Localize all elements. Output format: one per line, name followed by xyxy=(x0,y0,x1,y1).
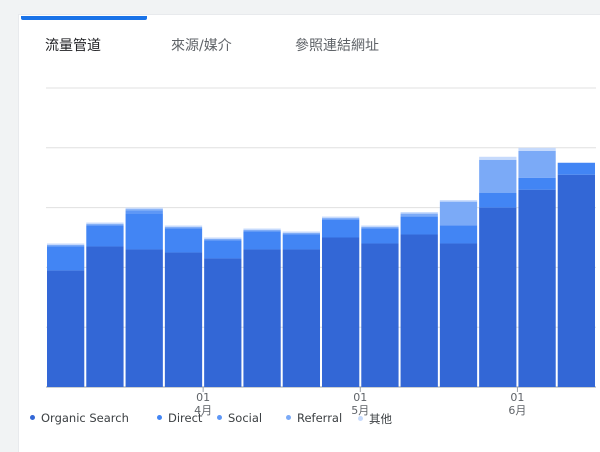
bar-segment-其他 xyxy=(518,147,556,151)
bar-segment-organic-search xyxy=(322,237,360,387)
bar-segment-direct xyxy=(243,231,281,250)
tab-referrals[interactable]: 參照連結網址 xyxy=(295,38,379,54)
legend-dot-icon xyxy=(358,416,363,421)
legend-dot-icon xyxy=(157,415,162,420)
bar-segment-其他 xyxy=(400,212,438,214)
bar-segment-其他 xyxy=(47,243,85,245)
bar-segment-referral xyxy=(204,238,242,241)
bar-segment-referral xyxy=(86,224,124,226)
bar-segment-organic-search xyxy=(86,246,124,387)
legend-dot-icon xyxy=(286,415,291,420)
legend-label: Referral xyxy=(297,411,343,425)
bar-segment-referral xyxy=(400,213,438,217)
bar-segment-organic-search xyxy=(282,249,320,387)
bar-segment-referral xyxy=(479,159,517,193)
legend-label: Social xyxy=(228,411,263,425)
bar-segment-direct xyxy=(322,219,360,238)
tab-source-medium[interactable]: 來源/媒介 xyxy=(171,38,232,54)
bar-segment-其他 xyxy=(322,216,360,219)
legend-item[interactable]: 其他 xyxy=(358,411,392,427)
legend-label: Direct xyxy=(168,411,203,425)
bar-segment-referral xyxy=(322,218,360,220)
bar-segment-direct xyxy=(282,234,320,250)
x-tick-day: 01 xyxy=(353,391,367,404)
bar-segment-direct xyxy=(47,246,85,271)
bar-segment-referral xyxy=(282,233,320,235)
bar-segment-organic-search xyxy=(361,243,399,387)
bar-segment-其他 xyxy=(243,228,281,231)
bar-segment-organic-search xyxy=(47,270,85,387)
legend-dot-icon xyxy=(30,415,35,420)
bar-segment-referral xyxy=(164,227,203,229)
bar-segment-referral xyxy=(361,227,399,229)
bar-segment-其他 xyxy=(282,231,320,234)
x-tick-month: 5月 xyxy=(351,404,369,417)
bar-segment-direct xyxy=(125,213,163,250)
tab-bar: 流量管道 來源/媒介 參照連結網址 xyxy=(19,15,600,75)
bar-segment-organic-search xyxy=(400,234,438,387)
legend-item[interactable]: Organic Search xyxy=(30,411,129,425)
bar-segment-referral xyxy=(243,230,281,232)
legend-item[interactable]: Direct xyxy=(157,411,202,425)
bar-segment-direct xyxy=(400,216,438,235)
bar-segment-其他 xyxy=(125,207,163,210)
bar-segment-referral xyxy=(439,201,478,226)
bar-segment-social xyxy=(125,210,163,214)
legend-item[interactable]: Referral xyxy=(286,411,342,425)
bar-segment-direct xyxy=(164,228,203,253)
bar-segment-direct xyxy=(439,225,478,244)
bar-segment-referral xyxy=(125,209,163,211)
bar-segment-其他 xyxy=(164,225,203,228)
bar-segment-其他 xyxy=(86,222,124,225)
bar-segment-organic-search xyxy=(125,249,163,387)
legend-label: 其他 xyxy=(369,412,392,426)
active-tab-indicator xyxy=(21,16,147,20)
x-tick-month: 4月 xyxy=(194,404,212,417)
x-tick-day: 01 xyxy=(196,391,210,404)
bar-segment-organic-search xyxy=(164,252,203,387)
bar-segment-direct xyxy=(518,177,556,190)
bar-segment-direct xyxy=(204,240,242,259)
bar-segment-organic-search xyxy=(518,189,556,387)
bar-segment-organic-search xyxy=(204,258,242,387)
bar-segment-referral xyxy=(47,244,85,247)
bar-segment-organic-search xyxy=(243,249,281,387)
legend-dot-icon xyxy=(217,415,222,420)
bar-segment-organic-search xyxy=(557,174,595,387)
legend-label: Organic Search xyxy=(41,411,129,425)
x-tick-month: 6月 xyxy=(508,404,526,417)
x-tick-day: 01 xyxy=(510,391,524,404)
bar-segment-direct xyxy=(557,162,595,175)
bar-segment-其他 xyxy=(479,156,517,160)
bar-segment-其他 xyxy=(204,237,242,239)
tab-channels[interactable]: 流量管道 xyxy=(45,38,101,54)
bar-segment-organic-search xyxy=(479,207,517,387)
legend-item[interactable]: Social xyxy=(217,411,262,425)
bar-segment-其他 xyxy=(361,225,399,228)
bar-segment-direct xyxy=(361,228,399,244)
bar-segment-其他 xyxy=(439,200,478,202)
bar-segment-organic-search xyxy=(439,243,478,387)
bar-segment-direct xyxy=(479,192,517,208)
bar-segment-direct xyxy=(86,225,124,247)
bar-segment-referral xyxy=(518,150,556,178)
